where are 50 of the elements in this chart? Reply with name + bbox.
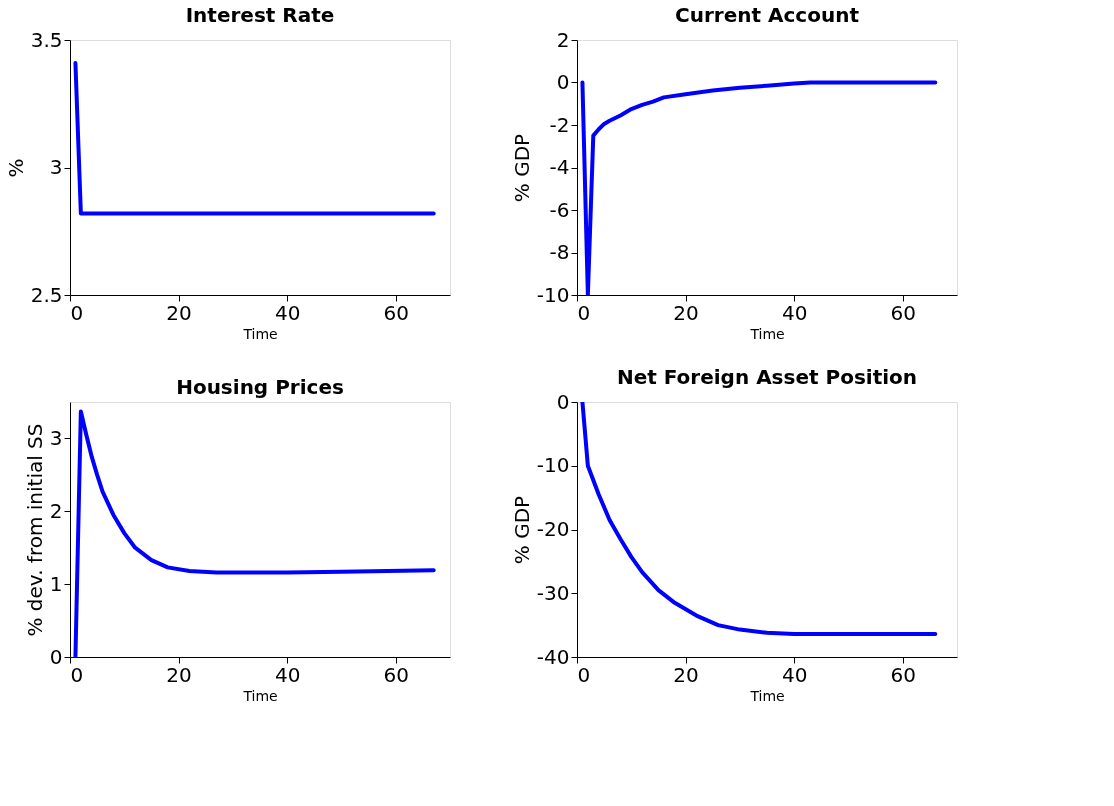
chart-title: Housing Prices (176, 375, 344, 399)
y-tick-label: 3 (49, 155, 63, 179)
x-tick-label: 20 (166, 300, 192, 325)
y-axis-title: % (3, 158, 28, 178)
line-series (580, 80, 938, 295)
y-tick-label: 2 (556, 27, 570, 52)
x-tick-label: 40 (274, 662, 301, 687)
chart-title: Interest Rate (185, 3, 335, 27)
y-tick-label: 0 (49, 644, 63, 669)
x-axis-title: Time (242, 687, 278, 704)
x-tick-label: 60 (383, 300, 409, 325)
y-tick-label: -8 (549, 240, 570, 264)
x-axis-title: Time (242, 325, 278, 342)
x-tick-label: 0 (70, 662, 84, 687)
y-tick-label: -40 (536, 644, 570, 669)
x-tick-label: 60 (890, 300, 916, 325)
x-tick-label: 0 (577, 662, 591, 687)
x-tick-label: 0 (70, 300, 84, 325)
x-axis-title: Time (749, 325, 785, 342)
y-tick-label: -6 (549, 197, 570, 222)
y-axis-title: % GDP (509, 133, 534, 203)
x-tick-label: 40 (781, 662, 808, 687)
chart-title: Current Account (675, 3, 860, 27)
y-axis-title: % dev. from initial SS (22, 423, 47, 637)
y-tick-label: 0 (556, 70, 570, 94)
y-tick-label: -10 (536, 282, 570, 307)
x-tick-label: 60 (383, 662, 409, 687)
x-axis-title: Time (749, 687, 785, 704)
x-tick-label: 0 (577, 300, 591, 325)
chart-title: Net Foreign Asset Position (616, 365, 918, 389)
x-tick-label: 40 (274, 300, 301, 325)
x-tick-label: 20 (166, 662, 192, 687)
y-tick-label: 2.5 (30, 282, 63, 307)
x-tick-label: 40 (781, 300, 808, 325)
y-tick-label: 0 (556, 389, 570, 414)
y-tick-label: -10 (536, 453, 570, 478)
x-tick-label: 20 (673, 662, 699, 687)
y-tick-label: -4 (549, 155, 570, 179)
y-tick-label: 3 (49, 425, 63, 450)
y-tick-label: -2 (549, 112, 570, 137)
x-tick-label: 60 (890, 662, 916, 687)
line-series (73, 409, 436, 657)
x-tick-label: 20 (673, 300, 699, 325)
y-tick-label: 2 (49, 498, 63, 523)
y-tick-label: 3.5 (30, 27, 63, 52)
y-axis-title: % GDP (509, 495, 534, 565)
y-tick-label: -30 (536, 580, 570, 605)
y-tick-label: 1 (49, 571, 63, 596)
line-series (580, 402, 938, 637)
y-tick-label: -20 (536, 517, 570, 541)
